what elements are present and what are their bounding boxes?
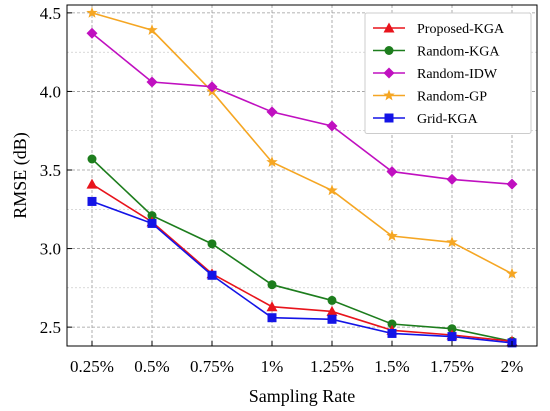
plot-frame (66, 4, 538, 347)
legend: Proposed-KGA Random-KGA Random-IDW Random-G… (364, 12, 532, 134)
legend-label-proposed-kga: Proposed-KGA (417, 22, 505, 37)
data-point-random-kga (327, 295, 337, 305)
data-point-random-idw (266, 106, 278, 118)
data-point-random-gp (506, 267, 518, 279)
data-point-random-gp (446, 236, 458, 248)
data-point-random-gp (146, 24, 158, 35)
data-point-random-gp (326, 184, 338, 196)
legend-label-random-kga: Random-KGA (417, 45, 500, 60)
legend-marker-proposed-kga (383, 22, 395, 33)
x-tick-label: 1.75% (430, 357, 474, 376)
series-layer (86, 6, 518, 348)
data-point-proposed-kga (266, 301, 278, 312)
x-axis-title: Sampling Rate (249, 386, 356, 406)
data-point-random-idw (146, 76, 158, 88)
data-point-random-kga (147, 211, 157, 221)
series-line-grid-kga (91, 200, 513, 344)
data-point-random-kga (207, 239, 217, 249)
legend-marker-random-gp (383, 89, 395, 101)
y-tick-label: 4.0 (40, 82, 61, 101)
data-point-random-kga (447, 324, 457, 334)
data-point-random-kga (87, 154, 97, 164)
series-random-gp (86, 6, 518, 279)
data-point-random-kga (387, 319, 397, 329)
x-tick-label: 2% (501, 357, 524, 376)
data-point-random-gp (386, 230, 398, 241)
series-proposed-kga (86, 178, 518, 346)
data-point-grid-kga (207, 270, 217, 280)
x-tick-label: 0.5% (134, 357, 169, 376)
x-tick-label: 1% (261, 357, 284, 376)
legend-marker-random-idw (383, 67, 395, 79)
data-point-grid-kga (147, 218, 157, 228)
series-line-random-gp (91, 12, 513, 275)
data-point-proposed-kga (86, 178, 98, 189)
data-point-proposed-kga (326, 305, 338, 316)
x-tick-label: 0.75% (190, 357, 234, 376)
y-tick-label: 3.5 (40, 161, 61, 180)
y-axis-title: RMSE (dB) (10, 132, 31, 219)
data-point-random-idw (386, 166, 398, 178)
data-point-grid-kga (447, 332, 457, 342)
series-line-random-kga (91, 158, 513, 343)
data-point-random-idw (506, 178, 518, 190)
data-point-random-idw (86, 27, 98, 39)
series-random-idw (86, 27, 518, 190)
y-tick-label: 2.5 (40, 318, 61, 337)
data-point-random-gp (266, 156, 278, 167)
data-point-random-gp (86, 6, 98, 18)
data-point-grid-kga (387, 328, 397, 338)
ticks: 0.25% 0.5% 0.75% 1% 1.25% 1.5% 1.75% 2% 2.5 3.0 3.… (40, 4, 524, 376)
data-point-grid-kga (267, 313, 277, 323)
legend-box (364, 12, 532, 134)
data-point-random-idw (446, 173, 458, 185)
legend-label-random-idw: Random-IDW (417, 67, 498, 82)
legend-label-grid-kga: Grid-KGA (417, 112, 479, 127)
y-tick-label: 3.0 (40, 240, 61, 259)
data-point-grid-kga (327, 314, 337, 324)
y-tick-label: 4.5 (40, 4, 61, 23)
data-point-grid-kga (87, 196, 97, 206)
legend-marker-grid-kga (384, 113, 394, 123)
series-line-proposed-kga (91, 183, 513, 343)
legend-marker-random-kga (384, 46, 394, 55)
data-point-random-kga (267, 280, 277, 290)
x-tick-label: 0.25% (70, 357, 114, 376)
data-point-random-idw (326, 120, 338, 132)
series-line-random-idw (91, 32, 513, 185)
legend-label-random-gp: Random-GP (417, 90, 487, 105)
x-tick-label: 1.25% (310, 357, 354, 376)
x-tick-label: 1.5% (374, 357, 409, 376)
data-point-random-idw (206, 81, 218, 93)
